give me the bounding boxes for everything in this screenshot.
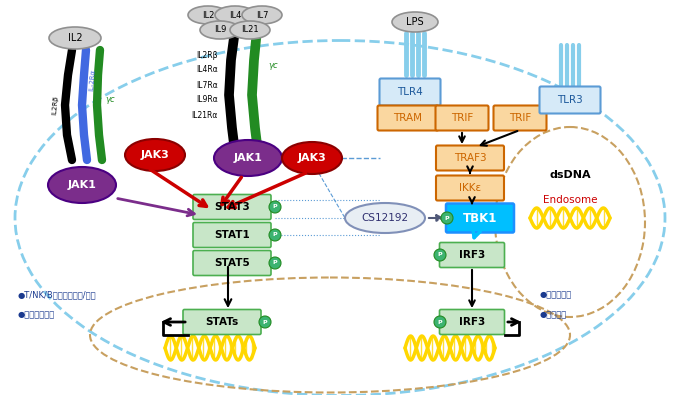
Text: IL21Rα: IL21Rα xyxy=(192,111,218,120)
FancyBboxPatch shape xyxy=(435,105,489,130)
Ellipse shape xyxy=(48,167,116,203)
Circle shape xyxy=(434,249,446,261)
Ellipse shape xyxy=(215,6,255,24)
Text: P: P xyxy=(273,233,277,237)
Text: P: P xyxy=(273,205,277,209)
Text: TLR3: TLR3 xyxy=(557,95,583,105)
FancyBboxPatch shape xyxy=(436,145,504,171)
Text: IL9Rα: IL9Rα xyxy=(196,96,218,105)
Text: ●T/NK/B淋巴细胞分化/增殖: ●T/NK/B淋巴细胞分化/增殖 xyxy=(18,290,97,299)
Text: IL9: IL9 xyxy=(214,26,226,34)
Circle shape xyxy=(269,201,281,213)
Text: γc: γc xyxy=(105,96,115,105)
Text: IL7Rα: IL7Rα xyxy=(196,81,218,90)
FancyBboxPatch shape xyxy=(183,310,261,335)
FancyBboxPatch shape xyxy=(193,250,271,275)
Ellipse shape xyxy=(345,203,425,233)
Text: IL7: IL7 xyxy=(256,11,268,19)
Ellipse shape xyxy=(125,139,185,171)
Text: IRF3: IRF3 xyxy=(459,250,485,260)
Circle shape xyxy=(441,212,453,224)
FancyBboxPatch shape xyxy=(493,105,547,130)
FancyBboxPatch shape xyxy=(439,243,504,267)
FancyBboxPatch shape xyxy=(193,222,271,248)
Text: STAT1: STAT1 xyxy=(214,230,250,240)
Text: STAT3: STAT3 xyxy=(214,202,250,212)
Text: TRAF3: TRAF3 xyxy=(454,153,486,163)
Text: ●炎症反应: ●炎症反应 xyxy=(540,310,567,320)
Text: IL2Rβ: IL2Rβ xyxy=(51,95,59,115)
Ellipse shape xyxy=(392,12,438,32)
Text: γc: γc xyxy=(268,60,277,70)
Ellipse shape xyxy=(282,142,342,174)
Ellipse shape xyxy=(230,21,270,39)
Circle shape xyxy=(259,316,271,328)
Text: P: P xyxy=(437,320,442,325)
Text: JAK3: JAK3 xyxy=(140,150,169,160)
FancyBboxPatch shape xyxy=(436,175,504,201)
Text: ●抗感染免疫: ●抗感染免疫 xyxy=(540,290,572,299)
Text: IL4Rα: IL4Rα xyxy=(196,66,218,75)
Text: JAK1: JAK1 xyxy=(68,180,97,190)
Ellipse shape xyxy=(49,27,101,49)
Circle shape xyxy=(434,316,446,328)
Ellipse shape xyxy=(200,21,240,39)
Text: IL21: IL21 xyxy=(241,26,259,34)
Text: LPS: LPS xyxy=(406,17,424,27)
Text: TBK1: TBK1 xyxy=(463,211,497,224)
Text: P: P xyxy=(445,216,450,220)
Text: TLR4: TLR4 xyxy=(397,87,423,97)
Text: TRIF: TRIF xyxy=(509,113,531,123)
Text: Endosome: Endosome xyxy=(543,195,597,205)
Ellipse shape xyxy=(188,6,228,24)
Text: IL2: IL2 xyxy=(202,11,214,19)
Text: STATs: STATs xyxy=(205,317,239,327)
Text: P: P xyxy=(273,260,277,265)
Circle shape xyxy=(269,229,281,241)
Text: P: P xyxy=(437,252,442,258)
Text: IL2: IL2 xyxy=(68,33,82,43)
Text: CS12192: CS12192 xyxy=(361,213,408,223)
FancyBboxPatch shape xyxy=(539,87,601,113)
Text: IL2Rβ: IL2Rβ xyxy=(196,51,218,60)
Text: TRIF: TRIF xyxy=(451,113,473,123)
Text: JAK3: JAK3 xyxy=(298,153,327,163)
Circle shape xyxy=(269,257,281,269)
Text: TRAM: TRAM xyxy=(394,113,423,123)
Text: dsDNA: dsDNA xyxy=(549,170,591,180)
Text: P: P xyxy=(263,320,267,325)
Text: IL-2Rα: IL-2Rα xyxy=(88,69,96,91)
Text: JAK1: JAK1 xyxy=(234,153,263,163)
FancyBboxPatch shape xyxy=(446,203,514,233)
FancyBboxPatch shape xyxy=(379,79,441,105)
Text: IL4: IL4 xyxy=(229,11,241,19)
Ellipse shape xyxy=(214,140,282,176)
FancyBboxPatch shape xyxy=(439,310,504,335)
Text: ●免疫记忆维持: ●免疫记忆维持 xyxy=(18,310,55,320)
Ellipse shape xyxy=(242,6,282,24)
Text: IRF3: IRF3 xyxy=(459,317,485,327)
FancyBboxPatch shape xyxy=(377,105,439,130)
FancyBboxPatch shape xyxy=(193,194,271,220)
Text: IKKε: IKKε xyxy=(459,183,481,193)
Text: STAT5: STAT5 xyxy=(214,258,250,268)
